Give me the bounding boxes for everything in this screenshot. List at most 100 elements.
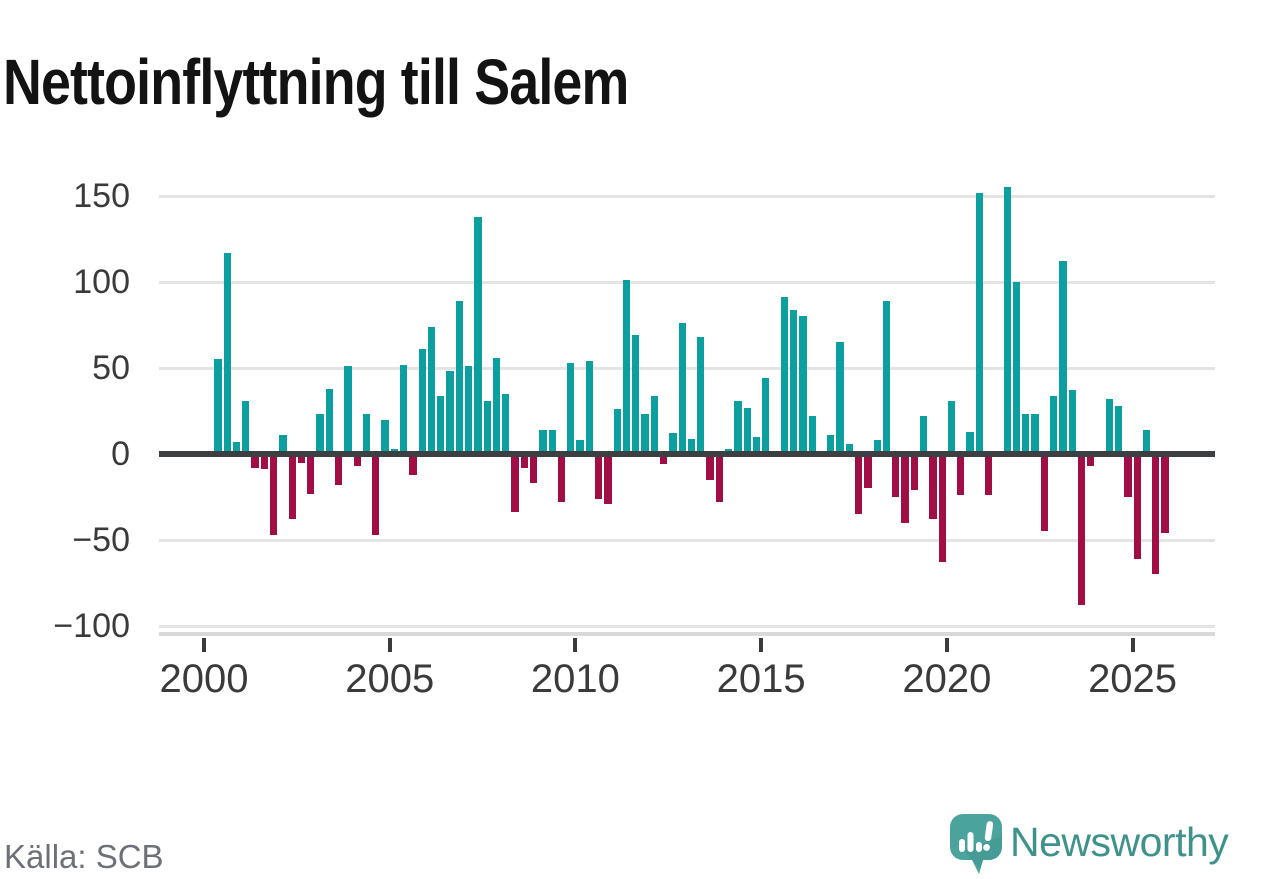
bar-2011Q3 [632, 335, 640, 454]
bar-2012Q3 [669, 433, 677, 454]
bar-2017Q1 [836, 342, 844, 454]
bar-2001Q1 [242, 400, 250, 454]
bar-2003Q3 [334, 454, 343, 485]
bar-2014Q2 [734, 400, 742, 454]
gridline--50 [159, 538, 1215, 542]
bar-2005Q2 [399, 364, 408, 454]
bar-2025Q2 [1142, 429, 1151, 454]
bar-2004Q2 [362, 414, 371, 454]
branding: Newsworthy [950, 814, 1262, 876]
bar-2025Q4 [1161, 454, 1169, 534]
bar-2011Q2 [622, 280, 631, 454]
bar-2020Q3 [966, 431, 974, 454]
gridline-50 [159, 366, 1215, 370]
y-tick-label: 0 [111, 435, 130, 473]
bar-2009Q4 [567, 362, 575, 454]
x-tick-label-2010: 2010 [530, 657, 620, 701]
bar-2009Q3 [557, 454, 566, 503]
bar-2018Q4 [901, 454, 909, 523]
bar-2021Q4 [1012, 282, 1021, 454]
bar-2019Q2 [919, 416, 928, 454]
y-tick-label: −50 [72, 521, 130, 559]
y-tick-label: 50 [92, 349, 130, 387]
bar-2005Q3 [409, 454, 417, 475]
bar-2001Q2 [251, 454, 259, 468]
gridline-100 [159, 280, 1215, 284]
bar-2024Q3 [1114, 405, 1123, 454]
x-tick-2015 [759, 638, 764, 652]
bar-2007Q1 [464, 366, 473, 454]
bar-2001Q3 [260, 454, 269, 470]
bar-2010Q3 [594, 454, 603, 499]
x-tick-label-2005: 2005 [345, 657, 435, 701]
bar-2022Q1 [1022, 414, 1030, 454]
logo-bar-2 [967, 832, 974, 852]
bar-2024Q2 [1105, 398, 1114, 454]
bar-2008Q1 [502, 393, 510, 454]
bar-2001Q4 [269, 454, 278, 535]
bar-2013Q4 [715, 454, 724, 503]
bar-2000Q4 [232, 441, 241, 454]
bar-2023Q2 [1068, 390, 1076, 454]
bar-2000Q3 [223, 252, 231, 454]
bar-2002Q3 [297, 454, 306, 463]
bar-2017Q4 [864, 454, 872, 489]
bar-2016Q2 [808, 416, 816, 454]
bar-2016Q1 [799, 316, 807, 454]
y-tick-label: 100 [73, 263, 130, 301]
bar-2006Q3 [446, 371, 454, 454]
bar-2009Q2 [548, 429, 556, 454]
bar-2018Q1 [873, 440, 881, 454]
bar-2015Q1 [762, 378, 770, 454]
bar-2008Q2 [511, 454, 519, 513]
x-tick-label-2015: 2015 [716, 657, 806, 701]
x-tick-2005 [387, 638, 392, 652]
bar-2019Q3 [929, 454, 937, 520]
bar-2002Q1 [279, 435, 287, 454]
bar-2012Q1 [650, 395, 659, 454]
bar-2024Q4 [1124, 454, 1132, 497]
bar-2025Q1 [1133, 454, 1141, 559]
bar-2004Q4 [381, 419, 389, 454]
bar-2014Q3 [743, 407, 751, 454]
bar-2004Q3 [372, 454, 380, 535]
x-tick-label-2020: 2020 [902, 657, 992, 701]
bar-2025Q3 [1152, 454, 1160, 575]
bar-2023Q3 [1077, 454, 1086, 606]
x-tick-2020 [944, 638, 949, 652]
x-tick-label-2025: 2025 [1088, 657, 1178, 701]
bar-2007Q3 [483, 400, 491, 454]
bar-2023Q4 [1087, 454, 1095, 467]
bar-2022Q3 [1040, 454, 1049, 532]
bar-2017Q2 [845, 443, 854, 454]
bar-2021Q1 [984, 454, 993, 496]
x-axis-line [159, 632, 1215, 636]
x-tick-label-2000: 2000 [159, 657, 249, 701]
bar-2011Q4 [641, 414, 649, 454]
bar-2010Q1 [576, 440, 584, 454]
bar-2008Q4 [529, 454, 538, 484]
bar-2013Q3 [706, 454, 714, 480]
y-tick-label: −100 [53, 607, 130, 645]
bar-2000Q2 [214, 359, 222, 454]
bar-2007Q4 [492, 357, 501, 454]
logo-exclamation [983, 821, 994, 851]
bar-2015Q3 [780, 297, 789, 454]
bar-2013Q2 [697, 337, 705, 454]
bar-2018Q3 [892, 454, 900, 497]
bar-2021Q3 [1003, 187, 1011, 454]
bar-2006Q1 [427, 326, 436, 454]
zero-axis-line [159, 451, 1215, 457]
bar-2006Q4 [455, 300, 464, 454]
logo-bar-3 [976, 842, 982, 852]
bar-2004Q1 [353, 454, 361, 467]
bar-2002Q2 [288, 454, 296, 520]
bar-2023Q1 [1059, 261, 1067, 454]
bar-2020Q4 [975, 192, 984, 454]
x-tick-2000 [202, 638, 206, 652]
bar-2015Q4 [789, 309, 798, 454]
newsworthy-logo-icon [950, 814, 1002, 874]
gridline--100 [159, 624, 1215, 628]
bar-2017Q3 [854, 454, 863, 515]
